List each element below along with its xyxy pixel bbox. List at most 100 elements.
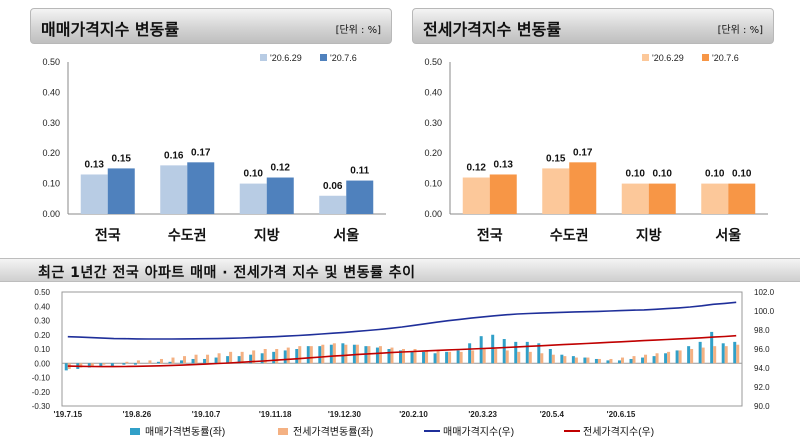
trend-sale-rate-bar bbox=[99, 363, 103, 367]
trend-sale-rate-bar bbox=[594, 358, 598, 364]
jeonse-rate-title: 전세가격지수 변동률 bbox=[423, 20, 562, 39]
trend-left-tick-label: 0.10 bbox=[34, 345, 50, 354]
trend-sale-rate-bar bbox=[410, 351, 414, 364]
trend-jeonse-rate-bar bbox=[263, 349, 267, 364]
trend-sale-rate-bar bbox=[571, 356, 575, 364]
trend-right-tick-label: 96.0 bbox=[754, 345, 770, 354]
sale-rate-category-label: 지방 bbox=[254, 227, 280, 243]
trend-right-tick-label: 100.0 bbox=[754, 307, 775, 316]
jeonse-rate-data-label: 0.10 bbox=[653, 169, 673, 180]
trend-jeonse-rate-bar bbox=[678, 350, 682, 364]
jeonse-rate-data-label: 0.12 bbox=[467, 163, 487, 174]
trend-jeonse-rate-bar bbox=[655, 353, 659, 364]
trend-sale-rate-bar bbox=[468, 343, 472, 364]
trend-right-tick-label: 98.0 bbox=[754, 326, 770, 335]
trend-title: 최근 1년간 전국 아파트 매매 · 전세가격 지수 및 변동률 추이 bbox=[38, 265, 416, 281]
trend-legend-swatch-jeonse-rate bbox=[278, 428, 288, 435]
trend-sale-rate-bar bbox=[445, 351, 449, 364]
sale-rate-y-tick-label: 0.00 bbox=[42, 209, 60, 219]
sale-rate-category-label: 전국 bbox=[95, 227, 121, 243]
trend-jeonse-rate-bar bbox=[505, 350, 509, 364]
sale-rate-bar bbox=[346, 180, 374, 214]
trend-sale-rate-bar bbox=[721, 343, 725, 364]
trend-jeonse-rate-bar bbox=[517, 351, 521, 364]
trend-sale-rate-bar bbox=[203, 358, 207, 364]
jeonse-rate-legend-swatch-prev bbox=[642, 54, 649, 61]
sale-rate-header: 매매가격지수 변동률 [단위 : %] bbox=[30, 8, 392, 44]
trend-sale-rate-bar bbox=[560, 354, 564, 364]
trend-sale-rate-bar bbox=[525, 341, 529, 364]
trend-sale-rate-bar bbox=[387, 349, 391, 364]
trend-jeonse-rate-bar bbox=[136, 360, 140, 364]
trend-sale-rate-bar bbox=[606, 360, 610, 364]
trend-left-tick-label: -0.10 bbox=[32, 374, 51, 383]
trend-sale-rate-bar bbox=[306, 346, 310, 364]
trend-legend-swatch-sale-rate bbox=[130, 428, 140, 435]
trend-sale-rate-bar bbox=[375, 347, 379, 364]
trend-jeonse-rate-bar bbox=[471, 350, 475, 364]
trend-jeonse-rate-bar bbox=[609, 358, 613, 364]
trend-jeonse-rate-bar bbox=[378, 346, 382, 364]
trend-sale-rate-bar bbox=[122, 363, 126, 365]
trend-title-bar: 최근 1년간 전국 아파트 매매 · 전세가격 지수 및 변동률 추이 bbox=[0, 258, 800, 282]
trend-x-tick-label: '20.6.15 bbox=[607, 410, 636, 419]
trend-left-tick-label: 0.20 bbox=[34, 331, 50, 340]
sale-rate-legend-label-prev: '20.6.29 bbox=[270, 53, 302, 63]
trend-x-tick-label: '19.11.18 bbox=[259, 410, 292, 419]
sale-rate-data-label: 0.06 bbox=[323, 181, 343, 192]
sale-rate-legend-swatch-prev bbox=[260, 54, 267, 61]
trend-legend-label-jeonse-index: 전세가격지수(우) bbox=[583, 425, 654, 438]
trend-jeonse-rate-bar bbox=[79, 363, 83, 368]
jeonse-rate-y-tick-label: 0.40 bbox=[424, 87, 442, 97]
sale-rate-data-label: 0.11 bbox=[350, 166, 369, 177]
sale-rate-bar bbox=[319, 195, 347, 214]
sale-rate-bar bbox=[266, 177, 294, 214]
trend-sale-rate-bar bbox=[433, 353, 437, 364]
trend-jeonse-rate-bar bbox=[482, 349, 486, 364]
trend-x-tick-label: '19.8.26 bbox=[123, 410, 152, 419]
jeonse-rate-y-tick-label: 0.00 bbox=[424, 209, 442, 219]
trend-left-tick-label: -0.30 bbox=[32, 402, 51, 411]
trend-jeonse-rate-bar bbox=[286, 347, 290, 364]
trend-legend-label-sale-rate: 매매가격변동률(좌) bbox=[145, 425, 225, 438]
trend-sale-rate-bar bbox=[87, 363, 91, 368]
trend-sale-rate-bar bbox=[733, 341, 737, 364]
trend-sale-rate-bar bbox=[237, 356, 241, 364]
trend-sale-rate-bar bbox=[249, 354, 253, 364]
sale-rate-data-label: 0.10 bbox=[244, 169, 264, 180]
jeonse-rate-bar bbox=[701, 183, 729, 214]
trend-sale-index-line bbox=[67, 301, 737, 340]
trend-jeonse-rate-bar bbox=[528, 351, 532, 364]
trend-jeonse-rate-bar bbox=[701, 347, 705, 364]
sale-rate-bar bbox=[107, 168, 135, 214]
trend-left-tick-label: -0.20 bbox=[32, 388, 51, 397]
trend-jeonse-rate-bar bbox=[597, 358, 601, 364]
jeonse-rate-category-label: 서울 bbox=[715, 227, 741, 243]
sale-rate-bar bbox=[187, 162, 215, 214]
trend-jeonse-rate-bar bbox=[90, 363, 94, 367]
trend-jeonse-rate-bar bbox=[344, 344, 348, 364]
jeonse-rate-header: 전세가격지수 변동률 [단위 : %] bbox=[412, 8, 774, 44]
trend-sale-rate-bar bbox=[687, 346, 691, 364]
trend-sale-rate-bar bbox=[514, 341, 518, 364]
jeonse-rate-legend-swatch-curr bbox=[702, 54, 709, 61]
trend-sale-rate-bar bbox=[629, 358, 633, 364]
trend-right-tick-label: 90.0 bbox=[754, 402, 770, 411]
trend-x-tick-label: '19.7.15 bbox=[53, 410, 82, 419]
jeonse-rate-category-label: 전국 bbox=[477, 227, 503, 243]
jeonse-rate-bar bbox=[542, 168, 570, 214]
trend-jeonse-index-line bbox=[67, 334, 737, 368]
trend-sale-rate-bar bbox=[710, 331, 714, 364]
trend-jeonse-rate-bar bbox=[563, 356, 567, 364]
trend-sale-rate-bar bbox=[548, 349, 552, 364]
jeonse-rate-bar bbox=[569, 162, 597, 214]
trend-jeonse-rate-bar bbox=[644, 354, 648, 364]
trend-jeonse-rate-bar bbox=[309, 346, 313, 364]
trend-sale-rate-bar bbox=[272, 351, 276, 364]
trend-legend-label-sale-index: 매매가격지수(우) bbox=[443, 425, 514, 438]
sale-rate-y-tick-label: 0.50 bbox=[42, 57, 60, 67]
jeonse-rate-y-tick-label: 0.30 bbox=[424, 118, 442, 128]
trend-jeonse-rate-bar bbox=[436, 350, 440, 364]
trend-jeonse-rate-bar bbox=[551, 354, 555, 364]
jeonse-rate-y-tick-label: 0.20 bbox=[424, 148, 442, 158]
